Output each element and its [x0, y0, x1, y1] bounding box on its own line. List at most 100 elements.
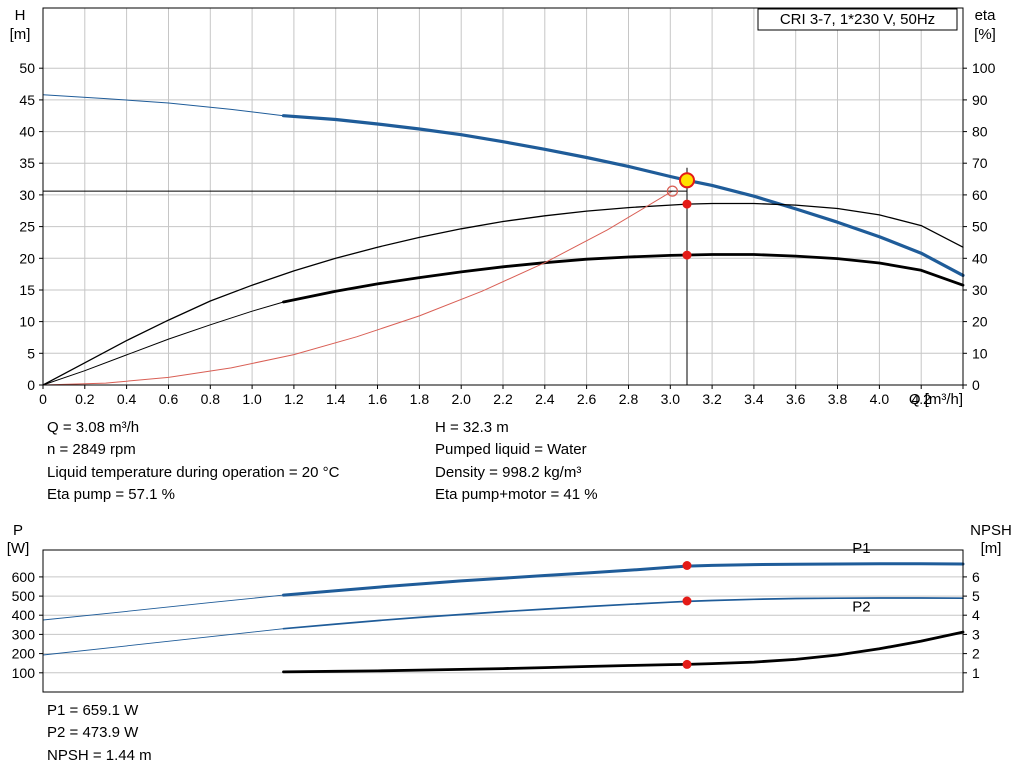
y-right-axis-title: eta: [975, 7, 997, 24]
y-right-tick-label: 60: [972, 187, 988, 203]
x-tick-label: 3.6: [786, 391, 806, 407]
x-tick-label: 4.2: [911, 391, 931, 407]
pump-curve-extension: [42, 94, 284, 117]
y-right-tick-label: 5: [972, 588, 980, 604]
y-left-tick-label: 50: [19, 60, 35, 76]
x-tick-label: 3.0: [661, 391, 681, 407]
plot-frame[interactable]: [42, 549, 964, 693]
x-tick-label: 2.6: [577, 391, 597, 407]
info-line-speed: n = 2849 rpm: [47, 441, 136, 459]
info-line-temperature: Liquid temperature during operation = 20…: [47, 463, 340, 481]
x-tick-label: 3.4: [744, 391, 764, 407]
series-label-p2: P2: [852, 598, 870, 615]
y-left-tick-label: 15: [19, 282, 35, 298]
y-right-tick-label: 30: [972, 282, 988, 298]
system-curve-intersection-marker[interactable]: [666, 185, 679, 197]
hq-eta-chart[interactable]: 0 5 10 15 20 25 30 35 40 45 50 0 10 20 30 40 50 60 70 80 90 1…: [0, 0, 1024, 412]
y-right-tick-label: 10: [972, 345, 988, 361]
y-left-tick-label: 40: [19, 124, 35, 140]
duty-point-marker[interactable]: [679, 172, 695, 189]
x-tick-label: 2.4: [535, 391, 555, 407]
y-left-tick-label: 10: [19, 314, 35, 330]
x-tick-label: 2.8: [619, 391, 639, 407]
y-left-tick-label: 35: [19, 155, 35, 171]
power-npsh-chart[interactable]: 100 200 300 400 500 600 1 2 3 4 5 6 P[W] NPSH[m] P1 P2: [0, 513, 1024, 713]
eta-pump-point-marker[interactable]: [682, 199, 692, 209]
y-left-axis-title: P: [13, 522, 23, 539]
eta-pump-motor-curve: [282, 253, 965, 304]
y-right-tick-label: 2: [972, 646, 980, 662]
y-left-tick-label: 400: [12, 607, 36, 623]
x-tick-label: 2.0: [451, 391, 471, 407]
y-left-tick-label: 500: [12, 588, 36, 604]
result-values: P1 = 659.1 W P2 = 473.9 W NPSH = 1.44 m: [47, 700, 152, 767]
y-right-tick-label: 0: [972, 377, 980, 393]
y-left-tick-label: 20: [19, 250, 35, 266]
x-tick-label: 3.8: [828, 391, 848, 407]
info-column-left: Q = 3.08 m³/h n = 2849 rpm Liquid temper…: [47, 417, 435, 507]
y-right-tick-label: 80: [972, 124, 988, 140]
info-line-liquid: Pumped liquid = Water: [435, 441, 587, 459]
y-right-axis-title: [m]: [981, 540, 1002, 557]
info-line-q: Q = 3.08 m³/h: [47, 419, 140, 436]
x-tick-label: 2.2: [493, 391, 513, 407]
x-tick-label: 4.0: [870, 391, 890, 407]
x-tick-label: 0.6: [159, 391, 179, 407]
chart-title: CRI 3-7, 1*230 V, 50Hz: [780, 11, 935, 28]
y-left-axis-title: [m]: [10, 26, 31, 43]
p1-curve: [282, 562, 965, 597]
npsh-curve: [282, 630, 965, 674]
x-tick-label: 0.2: [75, 391, 95, 407]
p2-curve-extension: [42, 628, 284, 656]
y-left-tick-label: 25: [19, 219, 35, 235]
y-right-tick-label: 4: [972, 607, 980, 623]
npsh-point-marker[interactable]: [682, 659, 692, 669]
y-right-axis-title: NPSH: [970, 522, 1012, 539]
y-right-tick-label: 6: [972, 569, 980, 585]
x-tick-label: 0: [39, 391, 47, 407]
x-tick-label: 1.0: [242, 391, 262, 407]
chart-title-box: [757, 8, 958, 31]
y-left-tick-label: 5: [27, 345, 35, 361]
y-left-tick-label: 200: [12, 646, 36, 662]
y-left-axis-title: [W]: [7, 540, 30, 557]
x-tick-label: 1.6: [368, 391, 388, 407]
eta-pump-curve: [42, 202, 964, 386]
x-tick-label: 0.4: [117, 391, 137, 407]
x-tick-label: 0.8: [201, 391, 221, 407]
y-right-tick-label: 20: [972, 314, 988, 330]
p1-curve-extension: [42, 594, 284, 621]
p2-curve: [282, 597, 964, 630]
y-left-axis-title: H: [15, 7, 26, 24]
y-right-tick-label: 100: [972, 60, 996, 76]
y-left-tick-label: 100: [12, 665, 36, 681]
result-line-p2: P2 = 473.9 W: [47, 724, 139, 742]
operating-point-info: Q = 3.08 m³/h n = 2849 rpm Liquid temper…: [47, 417, 598, 507]
eta-pump-motor-point-marker[interactable]: [682, 250, 692, 260]
result-line-npsh: NPSH = 1.44 m: [47, 746, 152, 764]
p1-point-marker[interactable]: [682, 561, 692, 570]
y-left-tick-label: 30: [19, 187, 35, 203]
eta-pump-motor-extension: [42, 301, 284, 386]
y-right-tick-label: 70: [972, 155, 988, 171]
info-line-eta-pump-motor: Eta pump+motor = 41 %: [435, 486, 598, 504]
y-left-tick-label: 45: [19, 92, 35, 108]
pump-curve: [281, 114, 965, 277]
series-label-p1: P1: [852, 540, 870, 557]
p2-point-marker[interactable]: [682, 596, 692, 606]
x-axis-title: Q [m³/h]: [909, 391, 963, 408]
result-line-p1: P1 = 659.1 W: [47, 702, 139, 719]
y-right-tick-label: 50: [972, 219, 988, 235]
x-tick-label: 1.4: [326, 391, 346, 407]
info-line-density: Density = 998.2 kg/m³: [435, 463, 582, 481]
info-column-right: H = 32.3 m Pumped liquid = Water Density…: [435, 417, 598, 507]
x-tick-label: 3.2: [702, 391, 722, 407]
x-tick-label: 1.8: [410, 391, 430, 407]
y-right-tick-label: 90: [972, 92, 988, 108]
info-line-eta-pump: Eta pump = 57.1 %: [47, 486, 175, 504]
y-right-tick-label: 1: [972, 665, 980, 681]
y-right-axis-title: [%]: [974, 26, 996, 43]
system-curve: [42, 190, 673, 386]
info-line-head: H = 32.3 m: [435, 419, 509, 436]
